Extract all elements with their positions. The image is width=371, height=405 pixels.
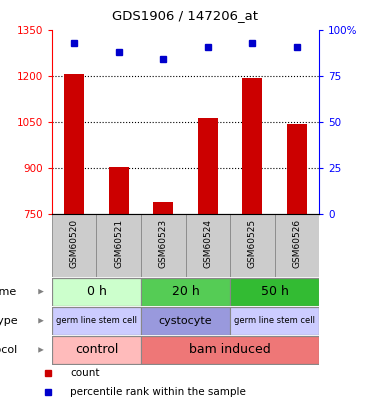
Bar (52, 336, 141, 364)
Text: control: control (75, 343, 118, 356)
Text: protocol: protocol (0, 345, 17, 355)
Text: percentile rank within the sample: percentile rank within the sample (70, 387, 246, 397)
Text: time: time (0, 287, 17, 296)
Bar (230, 307, 319, 335)
Bar (141, 307, 230, 335)
Text: germ line stem cell: germ line stem cell (234, 316, 315, 325)
Bar (186, 214, 230, 277)
Bar (230, 277, 319, 306)
Text: GSM60523: GSM60523 (159, 219, 168, 268)
Text: GDS1906 / 147206_at: GDS1906 / 147206_at (112, 9, 259, 22)
Bar (141, 336, 319, 364)
Text: GSM60526: GSM60526 (292, 219, 301, 268)
Bar (287, 124, 307, 214)
Text: 0 h: 0 h (86, 285, 106, 298)
Text: 20 h: 20 h (172, 285, 199, 298)
Bar (242, 79, 262, 214)
Bar (153, 202, 173, 214)
Bar (275, 214, 319, 277)
Text: GSM60525: GSM60525 (248, 219, 257, 268)
Text: GSM60521: GSM60521 (114, 219, 123, 268)
Bar (96, 214, 141, 277)
Bar (141, 214, 186, 277)
Text: cystocyte: cystocyte (159, 316, 212, 326)
Bar (52, 307, 141, 335)
Text: GSM60524: GSM60524 (203, 219, 212, 268)
Text: GSM60520: GSM60520 (70, 219, 79, 268)
Bar (141, 277, 230, 306)
Text: bam induced: bam induced (189, 343, 271, 356)
Text: germ line stem cell: germ line stem cell (56, 316, 137, 325)
Bar (109, 166, 129, 214)
Bar (64, 74, 84, 214)
Text: count: count (70, 368, 100, 378)
Bar (52, 214, 96, 277)
Text: 50 h: 50 h (260, 285, 289, 298)
Bar (52, 277, 141, 306)
Bar (198, 118, 218, 214)
Bar (230, 214, 275, 277)
Text: cell type: cell type (0, 316, 17, 326)
